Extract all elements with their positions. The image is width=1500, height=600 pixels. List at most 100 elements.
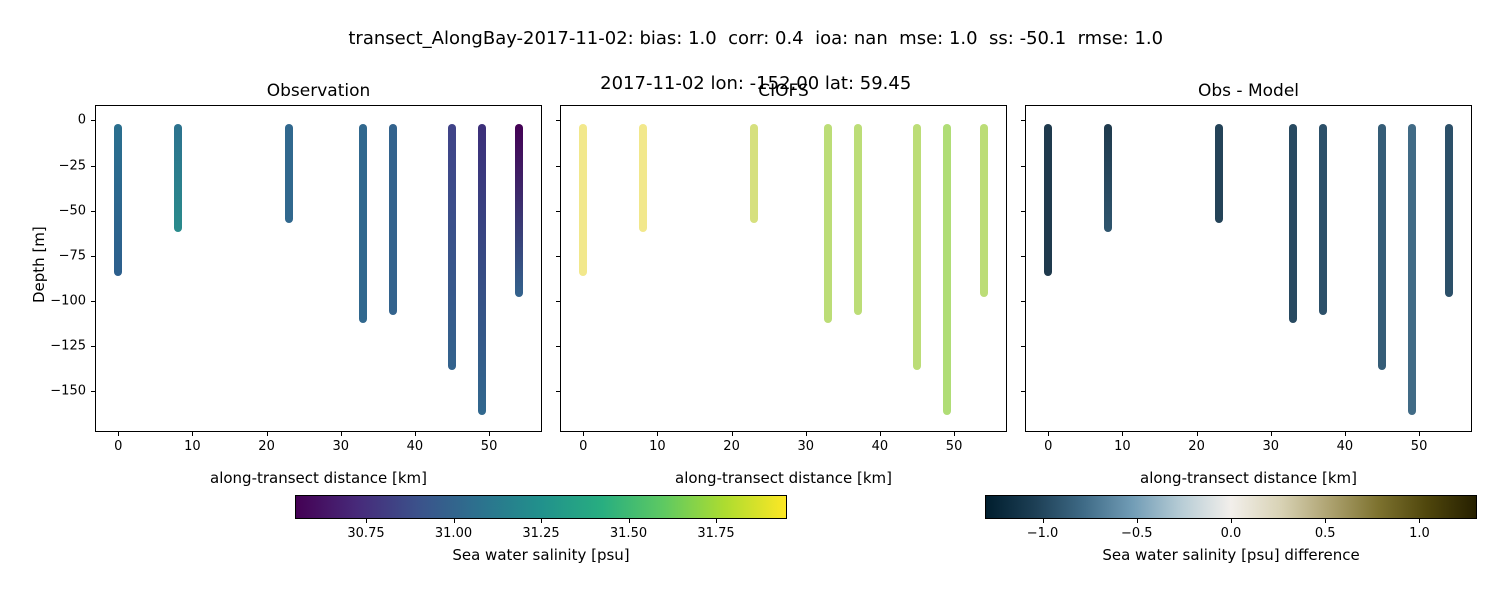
ctd-profile bbox=[1445, 124, 1453, 297]
ytick bbox=[91, 211, 96, 212]
ytick-label: −75 bbox=[59, 248, 86, 263]
ctd-profile bbox=[1319, 124, 1327, 315]
xtick bbox=[415, 431, 416, 436]
xtick bbox=[489, 431, 490, 436]
xtick-label: 0 bbox=[114, 439, 122, 454]
xtick-label: 50 bbox=[946, 439, 963, 454]
ctd-profile bbox=[980, 124, 988, 297]
ylabel: Depth [m] bbox=[30, 226, 48, 303]
xtick bbox=[1122, 431, 1123, 436]
colorbar-tick-label: 1.0 bbox=[1409, 526, 1430, 541]
colorbar-tick bbox=[541, 518, 542, 523]
xtick-label: 30 bbox=[332, 439, 349, 454]
ctd-profile bbox=[1104, 124, 1112, 232]
colorbar-tick bbox=[366, 518, 367, 523]
xtick-label: 40 bbox=[407, 439, 424, 454]
ytick bbox=[1021, 120, 1026, 121]
salinity-diff-colorbar: −1.0−0.50.00.51.0Sea water salinity [psu… bbox=[985, 495, 1477, 519]
colorbar-tick bbox=[629, 518, 630, 523]
xtick-label: 10 bbox=[649, 439, 666, 454]
xtick bbox=[341, 431, 342, 436]
ctd-profile bbox=[478, 124, 486, 415]
ytick bbox=[91, 256, 96, 257]
xtick-label: 20 bbox=[1188, 439, 1205, 454]
xtick bbox=[1271, 431, 1272, 436]
xtick bbox=[583, 431, 584, 436]
xtick-label: 0 bbox=[579, 439, 587, 454]
xlabel: along-transect distance [km] bbox=[675, 469, 892, 487]
suptitle-line2: 2017-11-02 lon: -152.00 lat: 59.45 bbox=[600, 73, 911, 94]
ytick bbox=[556, 346, 561, 347]
ctd-profile bbox=[359, 124, 367, 323]
xtick-label: 10 bbox=[1114, 439, 1131, 454]
ytick bbox=[556, 211, 561, 212]
ctd-profile bbox=[1378, 124, 1386, 370]
ctd-profile bbox=[639, 124, 647, 232]
ytick-label: −100 bbox=[50, 294, 86, 309]
xtick-label: 0 bbox=[1044, 439, 1052, 454]
xtick bbox=[806, 431, 807, 436]
panel-ciofs: CIOFS01020304050along-transect distance … bbox=[560, 105, 1007, 432]
xtick bbox=[732, 431, 733, 436]
colorbar-tick-label: −1.0 bbox=[1027, 526, 1059, 541]
xtick bbox=[267, 431, 268, 436]
ctd-profile bbox=[114, 124, 122, 276]
xtick-label: 40 bbox=[872, 439, 889, 454]
colorbar-tick-label: −0.5 bbox=[1121, 526, 1153, 541]
xtick-label: 50 bbox=[481, 439, 498, 454]
colorbar-tick-label: 31.50 bbox=[610, 526, 647, 541]
ctd-profile bbox=[824, 124, 832, 323]
xtick-label: 50 bbox=[1411, 439, 1428, 454]
colorbar-tick bbox=[716, 518, 717, 523]
xtick-label: 40 bbox=[1337, 439, 1354, 454]
ytick-label: −25 bbox=[59, 158, 86, 173]
ytick bbox=[556, 256, 561, 257]
ytick bbox=[91, 120, 96, 121]
panel-title: Obs - Model bbox=[1198, 81, 1299, 101]
ytick bbox=[556, 120, 561, 121]
ytick bbox=[91, 301, 96, 302]
ctd-profile bbox=[448, 124, 456, 370]
xtick-label: 20 bbox=[723, 439, 740, 454]
ytick-label: 0 bbox=[78, 113, 86, 128]
panel-observation: Observation01020304050along-transect dis… bbox=[95, 105, 542, 432]
ctd-profile bbox=[174, 124, 182, 232]
colorbar-label: Sea water salinity [psu] difference bbox=[1102, 546, 1359, 564]
panel-title: Observation bbox=[267, 81, 371, 101]
xtick bbox=[880, 431, 881, 436]
colorbar-tick-label: 0.0 bbox=[1221, 526, 1242, 541]
ytick bbox=[1021, 391, 1026, 392]
xtick bbox=[954, 431, 955, 436]
ytick bbox=[556, 391, 561, 392]
colorbar-tick-label: 31.25 bbox=[522, 526, 559, 541]
ctd-profile bbox=[943, 124, 951, 415]
ytick bbox=[91, 391, 96, 392]
ctd-profile bbox=[1408, 124, 1416, 415]
ctd-profile bbox=[579, 124, 587, 276]
colorbar-tick bbox=[1043, 518, 1044, 523]
colorbar-tick bbox=[1231, 518, 1232, 523]
suptitle-line1: transect_AlongBay-2017-11-02: bias: 1.0 … bbox=[348, 28, 1163, 49]
colorbar-tick bbox=[1325, 518, 1326, 523]
xtick-label: 10 bbox=[184, 439, 201, 454]
xtick bbox=[118, 431, 119, 436]
ctd-profile bbox=[285, 124, 293, 223]
panel-obs-model: Obs - Model01020304050along-transect dis… bbox=[1025, 105, 1472, 432]
xtick bbox=[1048, 431, 1049, 436]
xlabel: along-transect distance [km] bbox=[1140, 469, 1357, 487]
xtick bbox=[1419, 431, 1420, 436]
colorbar-tick bbox=[1419, 518, 1420, 523]
salinity-colorbar: 30.7531.0031.2531.5031.75Sea water salin… bbox=[295, 495, 787, 519]
ctd-profile bbox=[1044, 124, 1052, 276]
xtick-label: 30 bbox=[1262, 439, 1279, 454]
colorbar-tick bbox=[1137, 518, 1138, 523]
xtick bbox=[1345, 431, 1346, 436]
panel-title: CIOFS bbox=[758, 81, 809, 101]
colorbar-tick-label: 0.5 bbox=[1315, 526, 1336, 541]
ytick bbox=[1021, 211, 1026, 212]
ytick bbox=[1021, 256, 1026, 257]
ytick-label: −50 bbox=[59, 203, 86, 218]
xtick bbox=[657, 431, 658, 436]
ytick bbox=[556, 166, 561, 167]
xlabel: along-transect distance [km] bbox=[210, 469, 427, 487]
